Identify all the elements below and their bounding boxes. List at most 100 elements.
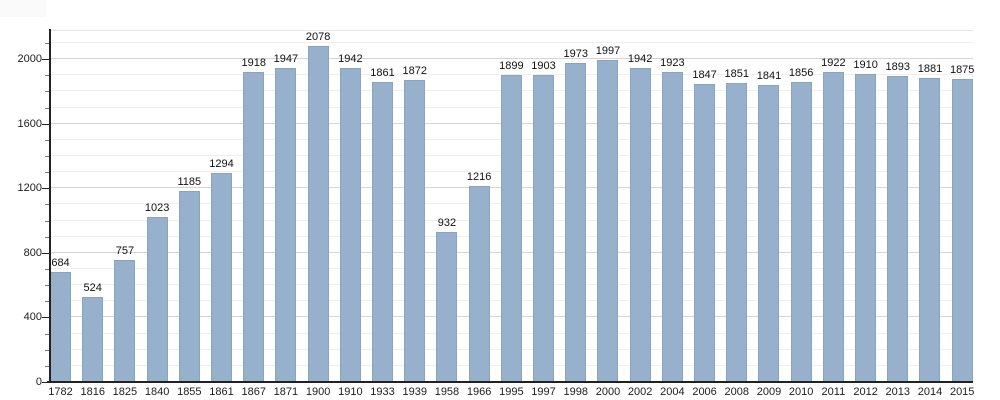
y-axis-tick <box>45 268 50 270</box>
y-axis-tick <box>45 365 50 367</box>
bar-column-1998: 1973 1998 <box>564 31 588 398</box>
bar-value-label: 1875 <box>949 64 975 77</box>
bar-2015 <box>951 79 973 382</box>
bar-value-label: 1997 <box>595 44 621 57</box>
x-tick-label: 2000 <box>595 386 621 398</box>
y-tick-label: 800 <box>23 246 42 259</box>
bar-column-2011: 1922 2011 <box>821 31 845 398</box>
gridline-minor <box>50 74 973 76</box>
bar-2013 <box>887 76 909 382</box>
bar-value-label: 1856 <box>788 67 814 80</box>
x-tick-label: 2006 <box>692 386 717 398</box>
bar-column-1900: 2078 1900 <box>306 31 330 398</box>
bar-column-1933: 1861 1933 <box>370 31 395 398</box>
bar-1867 <box>243 72 265 382</box>
y-axis-tick <box>45 139 50 141</box>
y-tick-label: 0 <box>35 376 42 388</box>
y-tick-label: 400 <box>23 311 42 324</box>
bar-value-label: 1942 <box>338 53 363 66</box>
bar-value-label: 1923 <box>660 56 685 69</box>
y-axis-tick <box>45 42 50 44</box>
bar-column-1861: 1294 1861 <box>209 31 233 398</box>
x-tick-label: 1939 <box>402 386 427 398</box>
bar-2000 <box>597 59 619 382</box>
bar-value-label: 1942 <box>627 53 653 66</box>
y-tick-label: 2000 <box>17 53 42 66</box>
y-tick-label: 1600 <box>17 117 42 130</box>
bar-1782 <box>50 271 71 382</box>
bar-1910 <box>339 68 361 382</box>
bar-column-2012: 1910 2012 <box>853 31 877 398</box>
y-axis-tick <box>42 382 50 383</box>
bar-value-label: 1847 <box>692 68 717 81</box>
bar-value-label: 1899 <box>499 60 524 73</box>
bar-column-2009: 1841 2009 <box>757 31 781 398</box>
bar-2014 <box>919 78 941 382</box>
bar-value-label: 1023 <box>144 201 170 214</box>
bar-1933 <box>372 81 394 382</box>
bar-1840 <box>146 216 168 382</box>
y-axis-tick <box>42 59 50 61</box>
bar-value-label: 1861 <box>370 66 395 79</box>
bar-1861 <box>211 173 233 382</box>
bar-1966 <box>468 185 490 382</box>
corner-artifact <box>0 0 46 17</box>
y-axis-tick <box>45 285 50 287</box>
x-tick-label: 1995 <box>499 386 524 398</box>
bar-value-label: 1185 <box>177 175 202 188</box>
x-tick-label: 2008 <box>724 386 750 398</box>
bar-2011 <box>822 71 844 382</box>
bar-1997 <box>533 74 555 382</box>
y-axis-tick <box>42 123 50 125</box>
bar-1816 <box>82 297 104 382</box>
x-tick-label: 1910 <box>338 386 363 398</box>
bar-value-label: 1947 <box>273 52 299 65</box>
bar-column-2006: 1847 2006 <box>692 31 717 398</box>
y-axis-tick <box>45 220 50 222</box>
bar-column-2015: 1875 2015 <box>949 31 975 398</box>
y-axis-tick <box>45 172 50 174</box>
bar-value-label: 1216 <box>466 170 492 183</box>
x-tick-label: 1998 <box>563 386 588 398</box>
bar-1855 <box>178 190 200 382</box>
bar-column-1782: 684 1782 <box>48 31 72 398</box>
bar-column-1995: 1899 1995 <box>499 31 524 398</box>
bar-1958 <box>436 231 458 382</box>
bar-column-2002: 1942 2002 <box>627 31 653 398</box>
bar-column-1825: 757 1825 <box>113 31 137 398</box>
x-tick-label: 1867 <box>241 386 266 398</box>
y-axis-tick <box>45 236 50 238</box>
y-axis-line <box>49 29 51 383</box>
bar-2010 <box>790 82 812 382</box>
bar-column-2014: 1881 2014 <box>918 31 942 398</box>
x-tick-label: 1958 <box>434 386 460 398</box>
x-tick-label: 2014 <box>917 386 943 398</box>
bar-column-2010: 1856 2010 <box>788 31 814 398</box>
x-axis-line <box>47 381 973 383</box>
x-tick-label: 2015 <box>949 386 975 398</box>
bar-1995 <box>500 75 522 382</box>
gridline-minor <box>50 41 973 43</box>
x-tick-label: 2011 <box>821 386 846 398</box>
x-tick-label: 2009 <box>756 386 782 398</box>
bar-value-label: 757 <box>115 244 135 257</box>
bar-1939 <box>404 79 426 382</box>
bar-2004 <box>661 71 683 382</box>
y-axis-tick <box>45 91 50 93</box>
bar-column-2008: 1851 2008 <box>725 31 749 398</box>
bar-column-1840: 1023 1840 <box>144 31 170 398</box>
bar-column-1871: 1947 1871 <box>273 31 299 398</box>
x-tick-label: 1840 <box>144 386 170 398</box>
y-axis-tick <box>42 317 50 319</box>
bar-column-1958: 932 1958 <box>435 31 459 398</box>
x-tick-label: 1816 <box>80 386 105 398</box>
bar-value-label: 524 <box>83 282 102 295</box>
y-axis-tick <box>42 188 50 190</box>
x-tick-label: 1782 <box>48 386 73 398</box>
bar-column-2004: 1923 2004 <box>660 31 685 399</box>
bar-1871 <box>275 67 297 382</box>
bar-column-2013: 1893 2013 <box>886 31 910 398</box>
bar-column-1966: 1216 1966 <box>466 31 492 398</box>
bar-column-2000: 1997 2000 <box>595 31 621 398</box>
x-tick-label: 1861 <box>209 386 234 398</box>
